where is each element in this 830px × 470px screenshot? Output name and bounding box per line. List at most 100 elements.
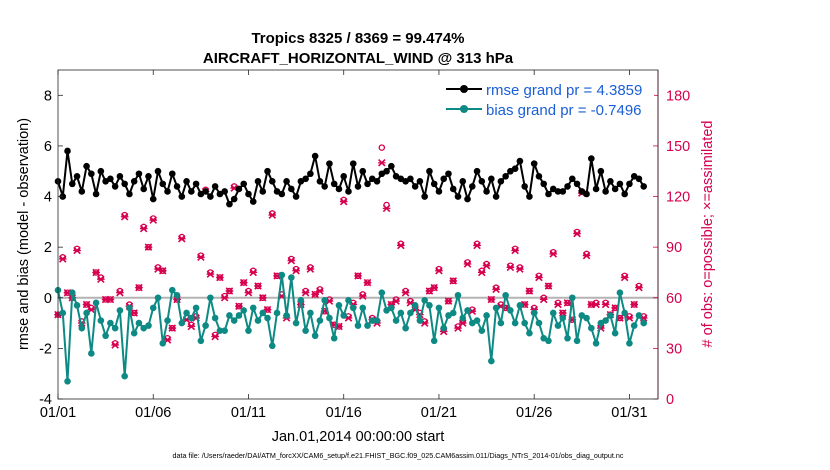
bias-point bbox=[192, 304, 200, 312]
bias-point bbox=[421, 297, 428, 304]
obs-assimilated-point bbox=[558, 309, 567, 317]
bias-point bbox=[292, 319, 300, 327]
obs-assimilated-point bbox=[635, 283, 643, 292]
bias-point bbox=[411, 302, 419, 309]
rmse-point bbox=[149, 195, 157, 203]
bias-point bbox=[264, 314, 271, 322]
rmse-point bbox=[516, 157, 524, 165]
rmse-point bbox=[83, 162, 90, 170]
rmse-point bbox=[502, 172, 509, 180]
bias-point bbox=[502, 291, 509, 299]
rmse-point bbox=[207, 193, 214, 200]
rmse-point bbox=[354, 183, 362, 190]
bias-point bbox=[588, 324, 595, 332]
bias-point bbox=[311, 332, 319, 340]
obs-assimilated-point bbox=[382, 204, 391, 213]
rmse-point bbox=[511, 165, 519, 172]
obs-assimilated-point bbox=[354, 272, 362, 280]
obs-assimilated-point bbox=[625, 314, 634, 322]
rmse-point bbox=[588, 155, 595, 162]
obs-assimilated-point bbox=[539, 295, 548, 304]
rmse-point bbox=[173, 183, 181, 190]
rmse-point bbox=[92, 190, 100, 198]
rmse-point bbox=[583, 190, 590, 198]
rmse-point bbox=[611, 185, 619, 193]
bias-point bbox=[568, 294, 576, 302]
bias-point bbox=[326, 314, 333, 322]
bias-point bbox=[554, 322, 562, 329]
rmse-point bbox=[449, 185, 457, 193]
bias-point bbox=[178, 319, 186, 327]
rmse-point bbox=[635, 175, 643, 183]
bias-point bbox=[626, 340, 633, 347]
rmse-point bbox=[226, 200, 233, 208]
rmse-point bbox=[430, 180, 438, 188]
rmse-point bbox=[249, 198, 257, 205]
bias-point bbox=[321, 297, 328, 304]
bias-point bbox=[135, 319, 143, 327]
obs-assimilated-point bbox=[211, 332, 219, 341]
obs-assimilated-point bbox=[216, 273, 224, 282]
y-right-tick-label: 0 bbox=[666, 392, 674, 408]
bias-point bbox=[64, 377, 71, 385]
rmse-point bbox=[526, 193, 533, 200]
rmse-point bbox=[421, 193, 428, 200]
bias-point bbox=[88, 350, 95, 357]
bias-point bbox=[430, 337, 438, 345]
obs-assimilated-point bbox=[139, 224, 148, 233]
rmse-point bbox=[540, 180, 548, 188]
rmse-point bbox=[311, 152, 319, 160]
y-right-tick-label: 180 bbox=[666, 88, 690, 104]
obs-assimilated-point bbox=[149, 216, 158, 224]
bias-point bbox=[254, 317, 262, 324]
bias-point bbox=[416, 317, 424, 324]
bias-point bbox=[535, 319, 543, 327]
bias-point bbox=[359, 304, 367, 312]
rmse-point bbox=[164, 188, 171, 195]
y-left-tick-label: 0 bbox=[44, 291, 52, 307]
rmse-point bbox=[283, 178, 290, 185]
y-left-tick-label: 6 bbox=[44, 139, 52, 155]
bias-point bbox=[402, 324, 409, 332]
y-left-tick-label: 4 bbox=[44, 190, 52, 206]
rmse-point bbox=[221, 188, 228, 195]
rmse-point bbox=[73, 172, 81, 180]
rmse-point bbox=[335, 185, 343, 193]
obs-assimilated-point bbox=[235, 302, 243, 310]
rmse-point bbox=[135, 170, 143, 178]
rmse-point bbox=[483, 188, 490, 195]
rmse-point bbox=[288, 185, 295, 193]
obs-assimilated-point bbox=[254, 282, 262, 290]
rmse-point bbox=[468, 183, 476, 190]
rmse-point bbox=[435, 188, 443, 195]
bias-point bbox=[154, 294, 162, 302]
bias-point bbox=[497, 319, 505, 327]
bias-point bbox=[602, 317, 609, 324]
obs-assimilated-point bbox=[316, 287, 324, 295]
bias-point bbox=[240, 307, 248, 314]
obs-assimilated-point bbox=[601, 300, 610, 309]
bias-point bbox=[221, 327, 228, 334]
bias-point bbox=[145, 322, 152, 329]
bias-point bbox=[454, 291, 462, 299]
y-right-tick-label: 150 bbox=[666, 139, 690, 155]
rmse-point bbox=[349, 160, 357, 167]
obs-assimilated-point bbox=[249, 268, 258, 277]
bias-point bbox=[340, 312, 348, 319]
obs-assimilated-point bbox=[135, 283, 143, 292]
obs-assimilated-point bbox=[525, 287, 534, 295]
bias-point bbox=[378, 289, 386, 297]
rmse-point bbox=[592, 185, 600, 193]
rmse-point bbox=[159, 180, 167, 188]
rmse-point bbox=[183, 178, 190, 185]
rmse-point bbox=[464, 195, 471, 203]
bias-point bbox=[59, 309, 67, 317]
rmse-point bbox=[178, 193, 186, 200]
y-right-tick-label: 30 bbox=[666, 341, 682, 357]
data-file-footer: data file: /Users/raeder/DAI/ATM_forcXX/… bbox=[173, 451, 624, 460]
bias-point bbox=[207, 294, 214, 302]
bias-point bbox=[297, 297, 305, 304]
bias-point bbox=[164, 317, 171, 324]
obs-assimilated-point bbox=[554, 300, 562, 309]
rmse-point bbox=[388, 162, 395, 170]
